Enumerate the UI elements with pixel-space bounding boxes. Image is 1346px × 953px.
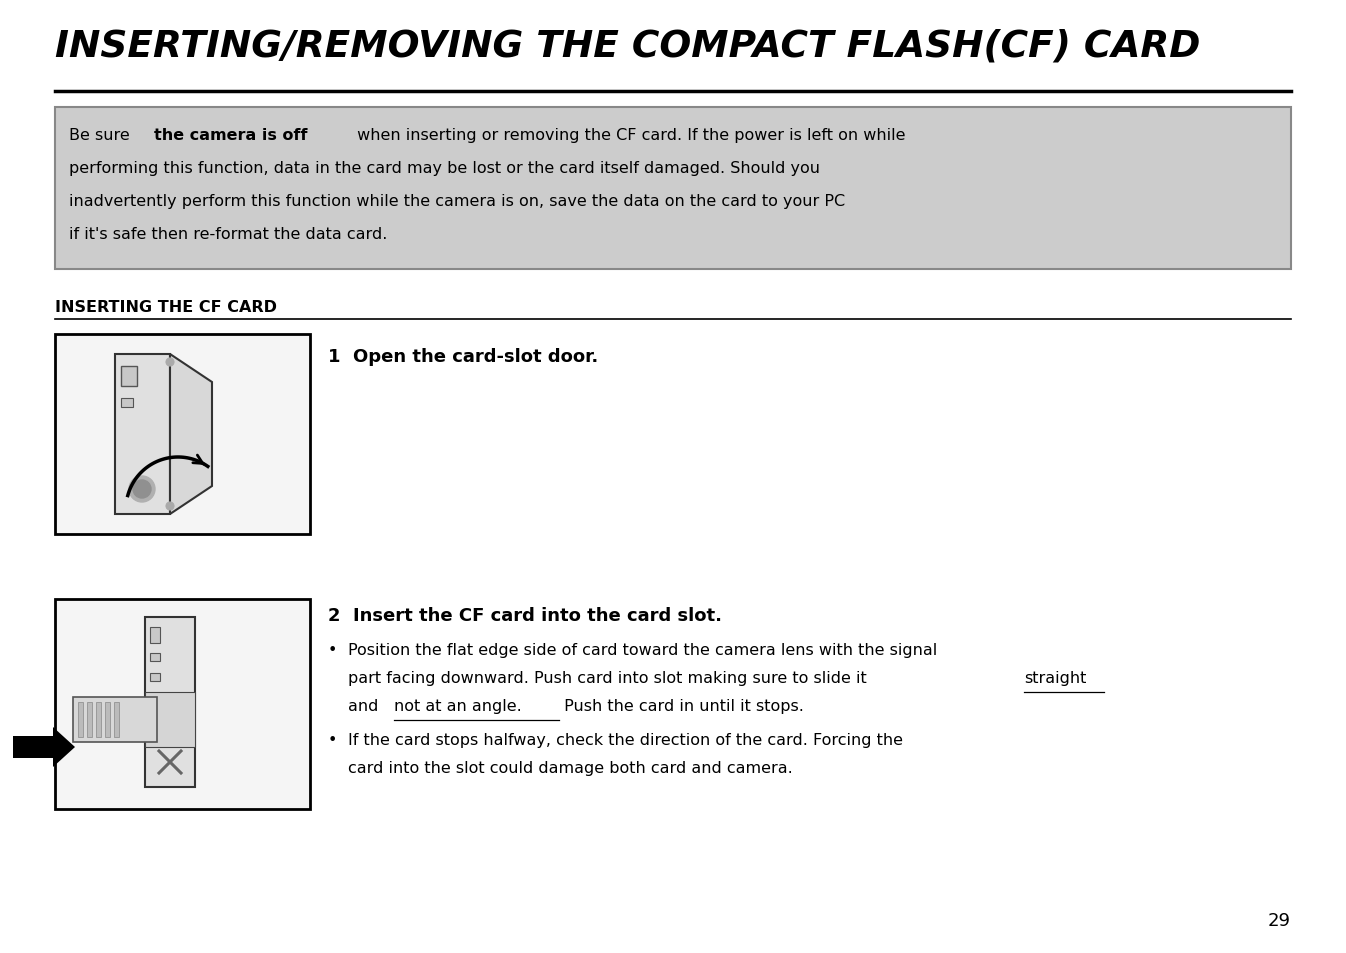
Bar [78,702,83,738]
Bar [55,108,1291,270]
Text: •: • [328,642,338,658]
Polygon shape [13,727,75,767]
Text: 1  Open the card-slot door.: 1 Open the card-slot door. [328,348,598,366]
Bar [55,599,310,809]
Text: if it's safe then re-format the data card.: if it's safe then re-format the data car… [69,227,388,242]
Bar [114,355,170,515]
Bar [145,692,195,747]
Polygon shape [170,355,213,515]
Circle shape [133,480,151,498]
Text: INSERTING/REMOVING THE COMPACT FLASH(CF) CARD: INSERTING/REMOVING THE COMPACT FLASH(CF)… [55,28,1201,64]
Text: 2  Insert the CF card into the card slot.: 2 Insert the CF card into the card slot. [328,606,721,624]
Text: Push the card in until it stops.: Push the card in until it stops. [559,699,804,713]
Bar [149,627,160,643]
Text: the camera is off: the camera is off [153,128,307,143]
Text: when inserting or removing the CF card. If the power is left on while: when inserting or removing the CF card. … [353,128,906,143]
Text: Position the flat edge side of card toward the camera lens with the signal: Position the flat edge side of card towa… [349,642,937,658]
Text: 29: 29 [1268,911,1291,929]
Bar [73,698,157,742]
Bar [145,618,195,787]
Bar [121,367,137,387]
Bar [114,702,118,738]
Bar [55,335,310,535]
Text: Be sure: Be sure [69,128,135,143]
Text: If the card stops halfway, check the direction of the card. Forcing the: If the card stops halfway, check the dir… [349,732,903,747]
Bar [105,702,110,738]
Text: and: and [349,699,384,713]
Bar [87,702,92,738]
Bar [121,398,133,408]
Bar [96,702,101,738]
Bar [149,673,160,681]
Text: inadvertently perform this function while the camera is on, save the data on the: inadvertently perform this function whil… [69,193,845,209]
Bar [149,654,160,661]
Circle shape [129,476,155,502]
Text: straight: straight [1024,670,1086,685]
Circle shape [166,502,174,511]
Text: not at an angle.: not at an angle. [394,699,521,713]
Text: INSERTING THE CF CARD: INSERTING THE CF CARD [55,299,277,314]
Text: performing this function, data in the card may be lost or the card itself damage: performing this function, data in the ca… [69,161,820,175]
Text: card into the slot could damage both card and camera.: card into the slot could damage both car… [349,760,793,775]
Text: •: • [328,732,338,747]
Text: part facing downward. Push card into slot making sure to slide it: part facing downward. Push card into slo… [349,670,872,685]
Circle shape [166,358,174,367]
